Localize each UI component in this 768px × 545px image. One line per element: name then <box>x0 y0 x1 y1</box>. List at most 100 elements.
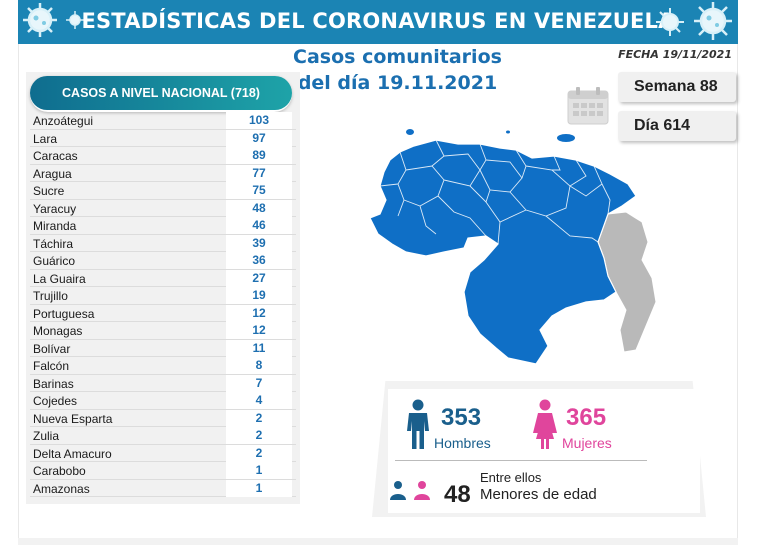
state-name: Portuguesa <box>33 306 95 321</box>
state-name: Amazonas <box>33 481 90 496</box>
state-name: Guárico <box>33 254 76 268</box>
case-count: 19 <box>226 287 292 304</box>
calendar-icon <box>567 87 609 125</box>
women-label: Mujeres <box>562 435 612 451</box>
woman-icon <box>533 399 557 449</box>
report-date: FECHA 19/11/2021 <box>618 48 732 61</box>
girl-icon <box>414 481 430 500</box>
state-name: Miranda <box>33 219 77 233</box>
state-name: Cojedes <box>33 394 78 408</box>
table-row: Trujillo 19 <box>30 287 296 305</box>
table-row: Cojedes 4 <box>30 392 296 410</box>
table-row: Aragua 77 <box>30 164 296 182</box>
map-island <box>557 134 575 142</box>
state-name: Zulia <box>33 429 60 443</box>
state-name: Bolívar <box>33 341 71 356</box>
case-count: 103 <box>226 112 292 129</box>
women-count: 365 <box>566 404 607 431</box>
case-count: 1 <box>226 479 292 497</box>
bottom-strip <box>18 538 738 545</box>
table-row: Bolívar 11 <box>30 339 296 357</box>
table-row: Delta Amacuro 2 <box>30 444 296 462</box>
header-banner: ESTADÍSTICAS DEL CORONAVIRUS EN VENEZUEL… <box>18 0 738 44</box>
case-count: 7 <box>226 374 292 392</box>
boy-icon <box>390 481 406 500</box>
table-row: La Guaira 27 <box>30 269 296 287</box>
table-row: Falcón 8 <box>30 357 296 375</box>
state-name: Trujillo <box>33 289 68 303</box>
state-name: Barinas <box>33 376 74 391</box>
map-region-blue <box>349 139 637 365</box>
case-count: 2 <box>226 444 292 462</box>
state-name: Táchira <box>33 236 74 251</box>
state-name: Monagas <box>33 324 83 338</box>
state-name: Sucre <box>33 184 65 198</box>
state-name: Carabobo <box>33 464 86 478</box>
table-row: Anzoátegui 103 <box>30 112 296 130</box>
virus-icon <box>66 11 84 29</box>
table-rows: Anzoátegui 103 Lara 97 Caracas 89 Aragua 77 Sucr… <box>30 112 296 497</box>
header-title: ESTADÍSTICAS DEL CORONAVIRUS EN VENEZUEL… <box>81 9 675 33</box>
state-name: Aragua <box>33 166 72 181</box>
state-name: La Guaira <box>33 271 86 286</box>
men-count: 353 <box>441 404 482 431</box>
case-count: 12 <box>226 322 292 339</box>
cases-table: CASOS A NIVEL NACIONAL (718) Anzoátegui 1… <box>26 72 300 504</box>
table-row: Zulia 2 <box>30 427 296 445</box>
minors-label: Menores de edad <box>480 486 597 503</box>
subtitle-line-2: del día 19.11.2021 <box>297 72 498 94</box>
table-row: Guárico 36 <box>30 252 296 270</box>
table-row: Lara 97 <box>30 129 296 147</box>
case-count: 97 <box>226 129 292 147</box>
table-row: Barinas 7 <box>30 374 296 392</box>
table-row: Yaracuy 48 <box>30 199 296 217</box>
case-count: 48 <box>226 199 292 217</box>
table-row: Miranda 46 <box>30 217 296 235</box>
table-row: Monagas 12 <box>30 322 296 340</box>
men-label: Hombres <box>434 435 491 451</box>
state-name: Delta Amacuro <box>33 446 112 461</box>
case-count: 2 <box>226 427 292 444</box>
state-name: Lara <box>33 131 58 146</box>
subtitle: Casos comunitarios del día 19.11.2021 <box>290 44 505 96</box>
state-name: Falcón <box>33 359 70 373</box>
among-them-label: Entre ellos <box>480 470 542 485</box>
table-row: Caracas 89 <box>30 147 296 165</box>
man-icon <box>407 399 429 449</box>
state-name: Yaracuy <box>33 201 77 216</box>
case-count: 89 <box>226 147 292 164</box>
case-count: 36 <box>226 252 292 269</box>
case-count: 8 <box>226 357 292 374</box>
state-name: Anzoátegui <box>33 114 94 128</box>
state-name: Nueva Esparta <box>33 411 113 426</box>
table-row: Carabobo 1 <box>30 462 296 480</box>
subtitle-line-1: Casos comunitarios <box>293 46 502 68</box>
table-row: Sucre 75 <box>30 182 296 200</box>
case-count: 12 <box>226 304 292 322</box>
table-row: Táchira 39 <box>30 234 296 252</box>
stats-divider <box>395 460 647 461</box>
minors-count: 48 <box>444 481 471 508</box>
table-row: Portuguesa 12 <box>30 304 296 322</box>
case-count: 75 <box>226 182 292 199</box>
map-island <box>406 129 414 135</box>
virus-icon <box>656 8 684 36</box>
case-count: 77 <box>226 164 292 182</box>
table-title: CASOS A NIVEL NACIONAL (718) <box>30 76 292 110</box>
virus-icon <box>694 2 732 40</box>
venezuela-map <box>349 129 657 365</box>
day-box: Día 614 <box>618 111 736 141</box>
map-island <box>506 130 510 134</box>
case-count: 11 <box>226 339 292 357</box>
case-count: 2 <box>226 409 292 427</box>
table-row: Nueva Esparta 2 <box>30 409 296 427</box>
case-count: 4 <box>226 392 292 409</box>
virus-icon <box>23 3 57 37</box>
week-box: Semana 88 <box>618 72 736 102</box>
state-name: Caracas <box>33 149 78 163</box>
case-count: 27 <box>226 269 292 287</box>
table-row: Amazonas 1 <box>30 479 296 497</box>
case-count: 46 <box>226 217 292 234</box>
case-count: 1 <box>226 462 292 479</box>
case-count: 39 <box>226 234 292 252</box>
